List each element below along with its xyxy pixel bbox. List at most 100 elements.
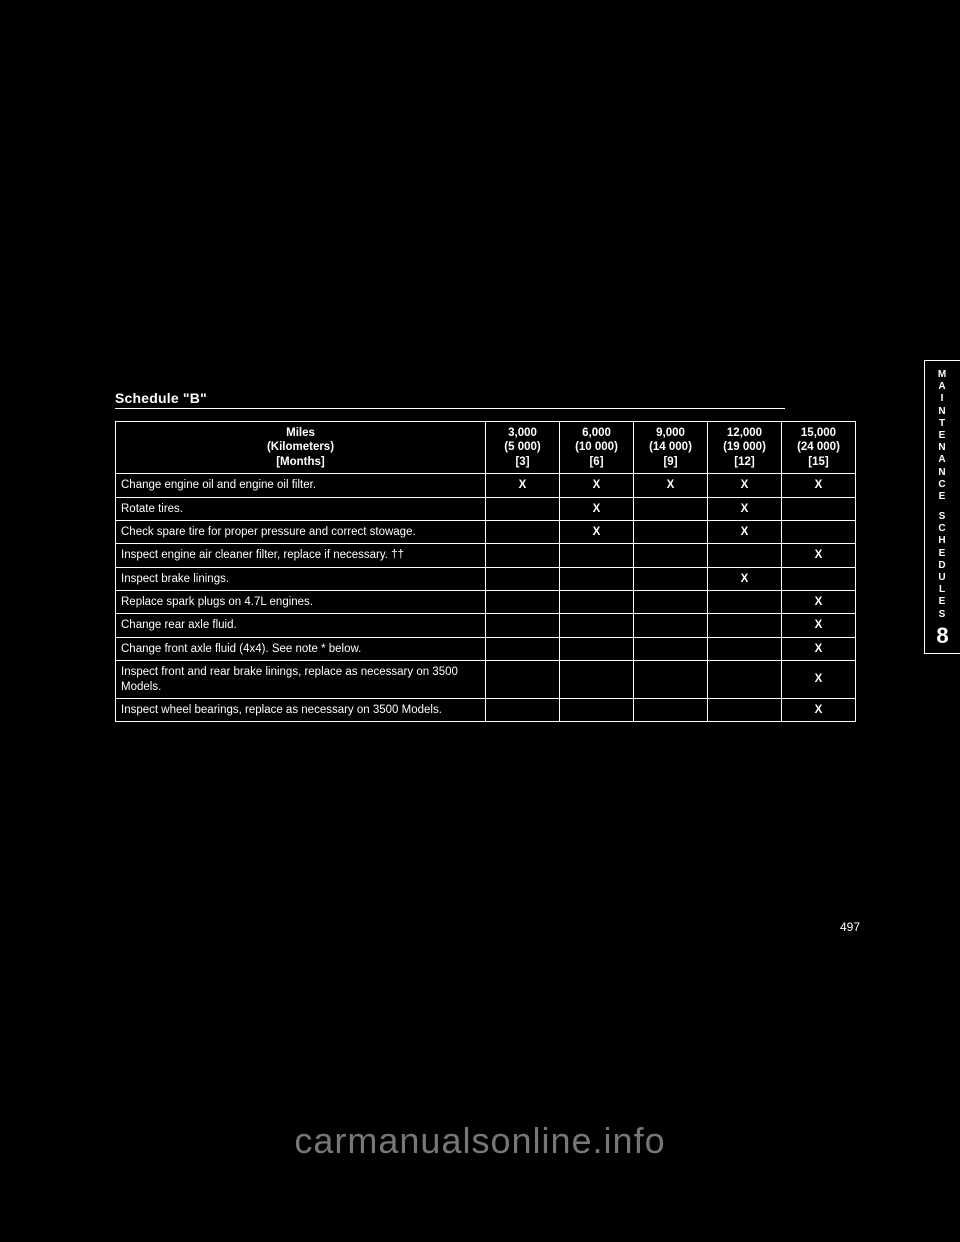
- row-mark: [708, 637, 782, 660]
- row-mark: X: [560, 497, 634, 520]
- row-mark: [634, 497, 708, 520]
- miles-label: Miles: [121, 426, 480, 440]
- row-mark: [486, 698, 560, 721]
- miles-value: 12,000: [713, 426, 776, 440]
- row-mark: [634, 591, 708, 614]
- table-row: Inspect engine air cleaner filter, repla…: [116, 544, 856, 567]
- maintenance-schedule-table: Miles (Kilometers) [Months] 3,000 (5 000…: [115, 421, 856, 722]
- row-mark: [486, 520, 560, 543]
- row-mark: X: [782, 637, 856, 660]
- table-row: Replace spark plugs on 4.7L engines. X: [116, 591, 856, 614]
- table-row: Check spare tire for proper pressure and…: [116, 520, 856, 543]
- row-mark: X: [782, 591, 856, 614]
- page-number: 497: [840, 920, 860, 934]
- row-desc: Inspect engine air cleaner filter, repla…: [116, 544, 486, 567]
- table-row: Change engine oil and engine oil filter.…: [116, 474, 856, 497]
- header-col-1: 3,000 (5 000) [3]: [486, 422, 560, 474]
- miles-value: 3,000: [491, 426, 554, 440]
- table-row: Inspect wheel bearings, replace as neces…: [116, 698, 856, 721]
- row-mark: X: [634, 474, 708, 497]
- row-desc: Inspect brake linings.: [116, 567, 486, 590]
- row-desc: Change front axle fluid (4x4). See note …: [116, 637, 486, 660]
- row-mark: [634, 698, 708, 721]
- km-value: (14 000): [639, 440, 702, 454]
- row-mark: X: [708, 520, 782, 543]
- row-mark: [560, 698, 634, 721]
- row-mark: [708, 614, 782, 637]
- header-col-5: 15,000 (24 000) [15]: [782, 422, 856, 474]
- row-mark: X: [560, 474, 634, 497]
- row-mark: [486, 497, 560, 520]
- row-mark: [634, 567, 708, 590]
- row-mark: [708, 698, 782, 721]
- row-mark: [486, 661, 560, 699]
- row-mark: [782, 497, 856, 520]
- row-desc: Change rear axle fluid.: [116, 614, 486, 637]
- row-mark: [560, 544, 634, 567]
- row-mark: [708, 661, 782, 699]
- row-mark: [782, 567, 856, 590]
- row-mark: X: [708, 497, 782, 520]
- header-labels-cell: Miles (Kilometers) [Months]: [116, 422, 486, 474]
- heading-underline: [115, 408, 785, 409]
- row-desc: Inspect front and rear brake linings, re…: [116, 661, 486, 699]
- row-mark: [634, 614, 708, 637]
- row-mark: [634, 544, 708, 567]
- table-row: Inspect front and rear brake linings, re…: [116, 661, 856, 699]
- row-mark: X: [560, 520, 634, 543]
- row-mark: [708, 544, 782, 567]
- row-mark: X: [782, 661, 856, 699]
- km-value: (10 000): [565, 440, 628, 454]
- table-row: Change rear axle fluid. X: [116, 614, 856, 637]
- row-mark: [486, 591, 560, 614]
- row-mark: X: [782, 544, 856, 567]
- row-mark: X: [708, 474, 782, 497]
- row-mark: [634, 520, 708, 543]
- row-desc: Inspect wheel bearings, replace as neces…: [116, 698, 486, 721]
- months-value: [6]: [565, 455, 628, 469]
- header-col-2: 6,000 (10 000) [6]: [560, 422, 634, 474]
- row-mark: [560, 661, 634, 699]
- km-value: (24 000): [787, 440, 850, 454]
- row-mark: [486, 544, 560, 567]
- months-value: [9]: [639, 455, 702, 469]
- table-body: Change engine oil and engine oil filter.…: [116, 474, 856, 722]
- section-side-tab: MAINTENANCE SCHEDULES 8: [924, 360, 960, 654]
- row-mark: X: [486, 474, 560, 497]
- row-mark: [634, 661, 708, 699]
- months-label: [Months]: [121, 455, 480, 469]
- row-mark: [560, 614, 634, 637]
- table-header-row: Miles (Kilometers) [Months] 3,000 (5 000…: [116, 422, 856, 474]
- row-mark: [486, 637, 560, 660]
- row-mark: X: [782, 474, 856, 497]
- section-heading: Schedule "B": [115, 390, 855, 406]
- row-mark: [486, 567, 560, 590]
- table-row: Inspect brake linings. X: [116, 567, 856, 590]
- row-desc: Check spare tire for proper pressure and…: [116, 520, 486, 543]
- months-value: [15]: [787, 455, 850, 469]
- row-desc: Change engine oil and engine oil filter.: [116, 474, 486, 497]
- row-mark: [486, 614, 560, 637]
- months-value: [12]: [713, 455, 776, 469]
- row-mark: X: [782, 698, 856, 721]
- table-row: Rotate tires. X X: [116, 497, 856, 520]
- miles-value: 15,000: [787, 426, 850, 440]
- header-col-4: 12,000 (19 000) [12]: [708, 422, 782, 474]
- header-col-3: 9,000 (14 000) [9]: [634, 422, 708, 474]
- months-value: [3]: [491, 455, 554, 469]
- row-mark: [708, 591, 782, 614]
- watermark: carmanualsonline.info: [0, 1120, 960, 1162]
- side-tab-gap: [925, 503, 960, 511]
- row-desc: Replace spark plugs on 4.7L engines.: [116, 591, 486, 614]
- side-tab-line1: MAINTENANCE: [925, 369, 960, 503]
- km-label: (Kilometers): [121, 440, 480, 454]
- km-value: (5 000): [491, 440, 554, 454]
- row-mark: [560, 567, 634, 590]
- row-mark: [560, 591, 634, 614]
- row-mark: X: [782, 614, 856, 637]
- side-tab-number: 8: [925, 625, 960, 647]
- row-mark: [560, 637, 634, 660]
- km-value: (19 000): [713, 440, 776, 454]
- row-mark: X: [708, 567, 782, 590]
- side-tab-line2: SCHEDULES: [925, 511, 960, 621]
